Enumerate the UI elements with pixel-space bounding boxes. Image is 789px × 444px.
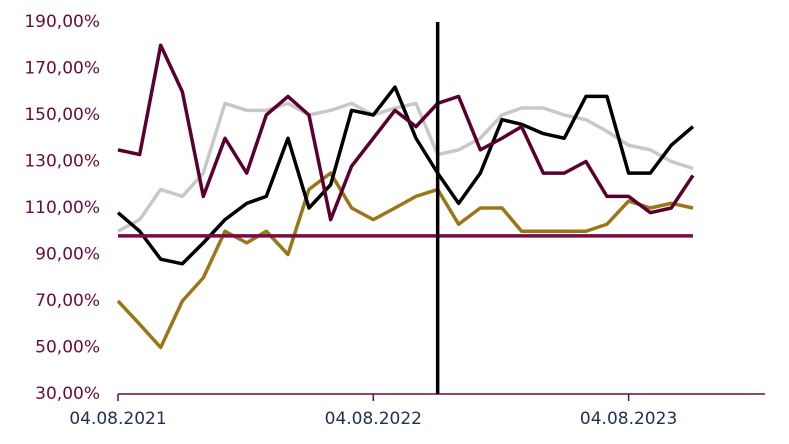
- y-tick-label: 30,00%: [35, 384, 100, 404]
- y-tick-label: 130,00%: [24, 152, 100, 172]
- series-line: [116, 171, 694, 350]
- x-tick-label: 04.08.2021: [69, 409, 166, 429]
- y-tick-label: 110,00%: [24, 198, 100, 218]
- y-tick-label: 50,00%: [35, 338, 100, 358]
- y-tick-label: 170,00%: [24, 59, 100, 79]
- x-tick-label: 04.08.2022: [325, 409, 422, 429]
- series-line: [116, 85, 695, 266]
- series-line: [117, 101, 694, 233]
- y-tick-label: 150,00%: [24, 105, 100, 125]
- series-line: [117, 43, 695, 222]
- y-tick-label: 90,00%: [35, 245, 100, 265]
- x-tick-label: 04.08.2023: [580, 409, 677, 429]
- y-tick-label: 70,00%: [35, 291, 100, 311]
- y-tick-label: 190,00%: [24, 12, 100, 32]
